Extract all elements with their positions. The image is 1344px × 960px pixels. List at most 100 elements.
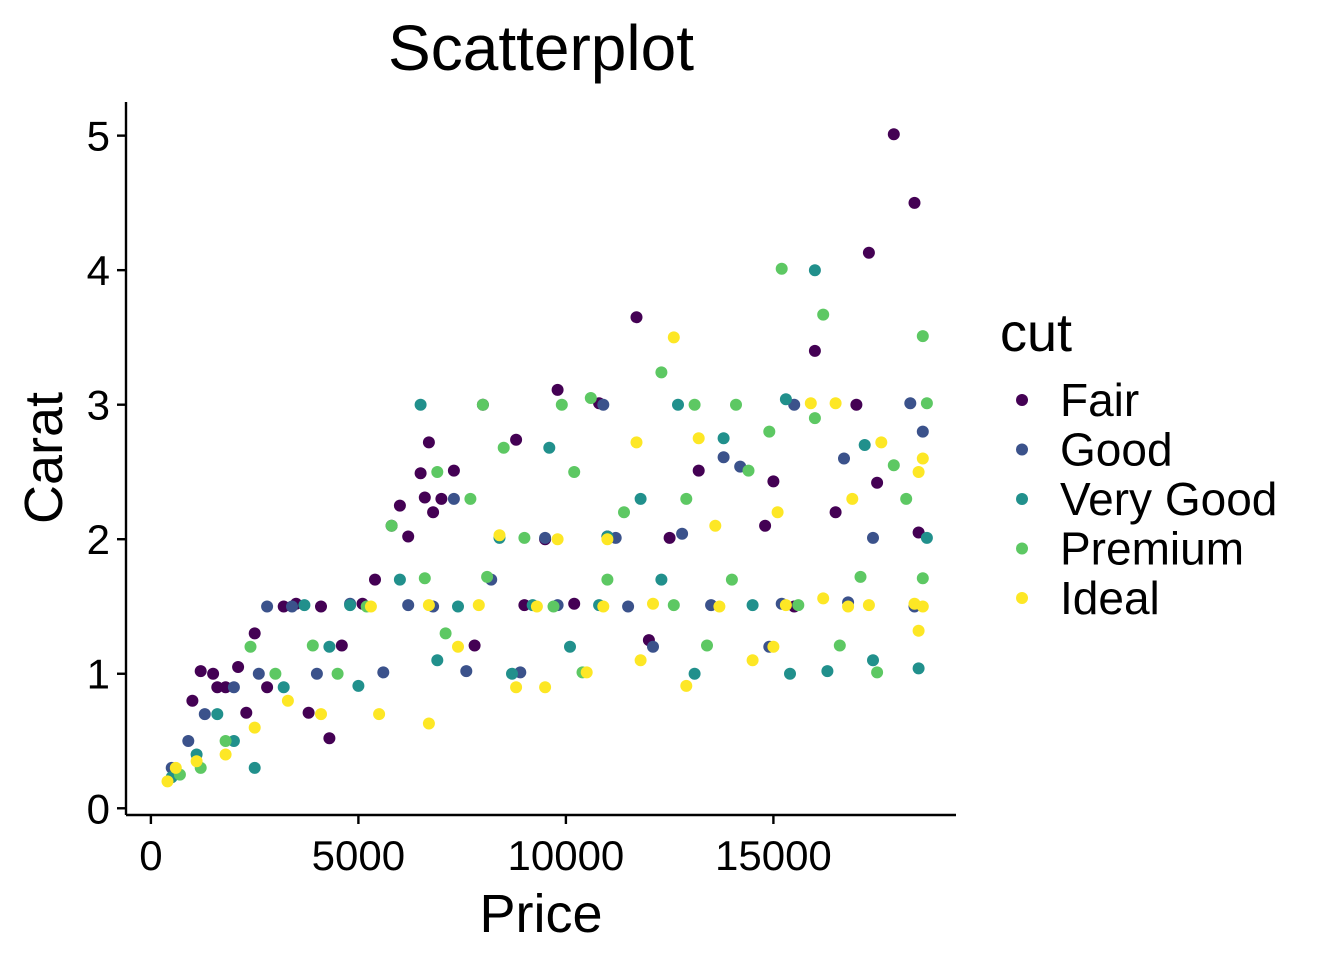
data-point	[186, 694, 199, 707]
data-point	[916, 330, 929, 343]
data-point	[261, 681, 274, 694]
legend-key	[1016, 443, 1028, 456]
legend-label: Premium	[1060, 523, 1244, 575]
data-point	[431, 654, 444, 667]
data-point	[771, 506, 784, 519]
legend-item: Premium	[1016, 523, 1244, 575]
data-point	[842, 600, 855, 613]
data-point	[302, 706, 315, 719]
chart-title: Scatterplot	[388, 12, 694, 84]
data-point	[601, 533, 614, 546]
data-point	[730, 398, 742, 411]
data-point	[335, 639, 348, 652]
data-point	[808, 344, 821, 357]
data-point	[792, 599, 805, 612]
y-tick-label: 0	[87, 785, 110, 832]
data-point	[701, 639, 713, 652]
data-point	[817, 308, 830, 321]
data-point	[211, 708, 224, 721]
data-point	[369, 573, 381, 586]
data-point	[364, 600, 377, 613]
data-point	[759, 519, 772, 532]
data-point	[493, 529, 506, 542]
data-point	[298, 599, 311, 612]
data-point	[680, 679, 693, 692]
data-point	[286, 600, 298, 613]
data-point	[618, 506, 630, 519]
data-point	[472, 599, 485, 612]
data-point	[385, 519, 398, 532]
data-point	[663, 531, 676, 544]
legend-key	[1016, 394, 1028, 406]
data-point	[717, 451, 730, 464]
data-point	[315, 708, 327, 721]
data-point	[634, 492, 647, 505]
data-point	[742, 464, 755, 477]
data-point	[688, 398, 701, 411]
data-point	[422, 436, 435, 449]
data-point	[916, 572, 929, 585]
data-point	[418, 572, 431, 585]
series-very-good	[165, 264, 933, 784]
data-point	[402, 530, 415, 543]
y-axis-title: Carat	[14, 392, 74, 524]
data-point	[867, 654, 879, 667]
x-tick-label: 5000	[312, 832, 405, 879]
data-point	[427, 506, 440, 519]
data-point	[161, 775, 174, 788]
data-point	[468, 639, 481, 652]
legend-key	[1016, 542, 1028, 555]
data-point	[568, 597, 581, 610]
data-point	[779, 599, 792, 612]
data-point	[854, 570, 867, 583]
data-point	[269, 667, 282, 680]
series-good	[165, 397, 929, 774]
data-point	[422, 717, 435, 730]
data-point	[858, 439, 871, 451]
data-point	[418, 491, 431, 504]
data-point	[862, 599, 875, 612]
data-point	[916, 600, 929, 613]
data-point	[227, 735, 240, 747]
x-axis-title: Price	[479, 884, 602, 944]
data-point	[920, 531, 933, 544]
data-point	[584, 392, 597, 404]
data-point	[667, 599, 680, 612]
data-point	[248, 721, 261, 734]
data-point	[344, 599, 357, 612]
data-point	[564, 640, 576, 653]
data-point	[315, 600, 327, 613]
data-point	[352, 679, 365, 692]
data-point	[763, 425, 776, 438]
data-point	[227, 681, 240, 694]
data-point	[850, 398, 863, 411]
data-point	[219, 735, 232, 747]
data-point	[647, 640, 659, 653]
data-point	[373, 708, 386, 721]
y-tick-label: 4	[87, 247, 110, 294]
data-point	[680, 492, 693, 505]
data-point	[601, 573, 614, 586]
data-point	[377, 666, 390, 679]
data-point	[833, 639, 846, 652]
data-point	[746, 599, 759, 612]
data-point	[506, 667, 518, 680]
legend-item: Good	[1016, 424, 1173, 476]
data-point	[422, 599, 435, 612]
data-point	[775, 262, 788, 275]
data-point	[393, 499, 406, 512]
data-point	[530, 600, 543, 613]
data-point	[817, 592, 830, 605]
data-point	[198, 708, 211, 721]
data-point	[912, 624, 925, 637]
data-point	[655, 366, 668, 379]
data-point	[725, 573, 738, 586]
legend-item: Very Good	[1016, 473, 1277, 525]
data-point	[555, 398, 568, 411]
data-point	[622, 600, 635, 613]
data-point	[510, 433, 523, 446]
data-point	[568, 466, 581, 478]
data-point	[323, 640, 336, 653]
